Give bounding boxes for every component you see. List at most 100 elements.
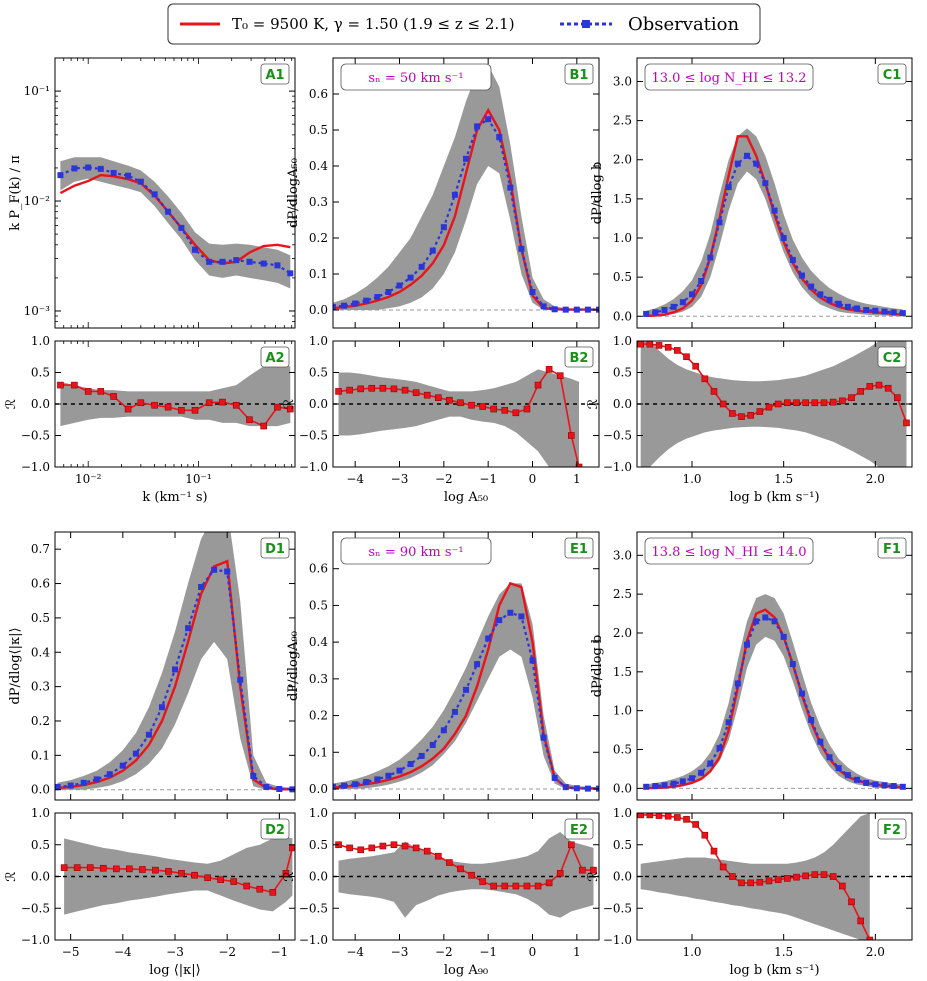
residual-point — [793, 873, 800, 881]
residual-point — [820, 871, 828, 878]
residual-point — [368, 384, 376, 392]
observation-point — [57, 172, 64, 179]
residual-point — [664, 343, 672, 351]
observation-point — [158, 704, 165, 711]
residual-point — [246, 416, 253, 424]
panel-tag: D1 — [260, 537, 290, 559]
x-tick-label: −2 — [435, 945, 453, 959]
residual-point — [523, 882, 531, 890]
residual-point — [556, 870, 564, 877]
panel-tag-box — [260, 63, 290, 85]
observation-point — [899, 310, 906, 317]
residual-point — [701, 831, 709, 839]
x-tick-label: −1 — [479, 472, 497, 486]
observation-point — [474, 661, 481, 668]
panel-tag-label: C2 — [883, 351, 902, 366]
y-tick-label: 0.1 — [309, 267, 328, 281]
observation-point — [698, 769, 705, 776]
panel-tag-box — [564, 818, 594, 840]
residual-point — [692, 821, 699, 828]
observation-point — [744, 641, 750, 648]
observation-point — [817, 291, 824, 298]
annotation-box — [340, 537, 492, 565]
y-tick-label: 0.4 — [309, 159, 328, 173]
residual-point — [164, 403, 172, 411]
panel-tag-box — [877, 818, 907, 840]
panel-tag-label: A1 — [265, 68, 284, 83]
observation-point — [274, 262, 281, 269]
residual-point — [534, 381, 542, 389]
observation-point — [584, 306, 591, 313]
residual-point — [811, 399, 819, 407]
residual-point — [579, 866, 586, 874]
observation-point — [551, 774, 558, 781]
residual-point — [269, 889, 277, 896]
residual-point — [674, 814, 681, 821]
observation-point — [789, 661, 796, 668]
y-tick-label: 0.2 — [309, 709, 328, 723]
panel-b1: 0.0 0.1 0.2 0.3 0.4 0.5 0.6 dP/dlogA₅₀ B1 sₙ = 50… — [286, 57, 600, 329]
observation-point — [643, 783, 650, 790]
y-tick-label: 0.5 — [31, 366, 50, 380]
panel-tag-box — [564, 346, 594, 368]
x-tick-label: 10⁻¹ — [185, 472, 211, 486]
panel-a1: 10⁻³ 10⁻² 10⁻¹ k P_F(k) / π A1 — [8, 57, 296, 329]
residual-point — [523, 405, 531, 413]
observation-point — [93, 776, 100, 783]
y-tick-label: 0.1 — [31, 748, 50, 762]
y-axis-label: dP/dlogA₉₀ — [286, 631, 301, 701]
y-tick-label: 0.0 — [613, 781, 632, 795]
plot-area — [333, 65, 599, 313]
observation-point — [97, 165, 104, 172]
y-tick-label: 0.5 — [309, 838, 328, 852]
x-tick-label: 1.5 — [774, 945, 793, 959]
residual-point — [178, 870, 185, 877]
y-tick-label: 1.0 — [31, 806, 50, 820]
residual-point — [412, 844, 420, 852]
panel-tag: F1 — [877, 537, 907, 559]
plot-area — [333, 366, 599, 467]
residual-point — [646, 341, 654, 348]
panel-tag-label: E1 — [570, 542, 588, 557]
observation-point — [780, 235, 787, 241]
observation-point — [496, 617, 503, 624]
observation-point — [670, 303, 677, 310]
y-tick-label: 0.0 — [309, 397, 328, 411]
y-tick-label: −0.5 — [603, 429, 632, 443]
y-axis-label: dP/dlog b — [590, 162, 605, 225]
observation-point — [260, 260, 267, 267]
y-tick-label: 0.4 — [31, 645, 50, 659]
observation-point — [854, 776, 860, 783]
residual-point — [490, 882, 498, 890]
residual-point — [756, 408, 764, 415]
observation-point — [584, 785, 591, 792]
observation-point — [440, 224, 447, 231]
y-tick-label: 0.0 — [309, 870, 328, 884]
residual-point — [655, 342, 663, 349]
y-axis-label: dP/dlog⟨|κ|⟩ — [8, 627, 23, 704]
observation-point — [407, 761, 414, 768]
observation-point — [573, 785, 580, 792]
x-tick-label: −1 — [479, 945, 497, 959]
residual-point — [501, 882, 509, 890]
annotation: 13.0 ≤ log N_HI ≤ 13.2 — [644, 63, 814, 91]
y-tick-label: 0.0 — [309, 303, 328, 317]
panel-tag: C2 — [877, 346, 907, 368]
x-axis-label: log ⟨|κ|⟩ — [149, 963, 200, 978]
observation-point — [562, 306, 569, 313]
residual-point — [84, 388, 92, 395]
annotation-text: 13.8 ≤ log N_HI ≤ 14.0 — [652, 545, 807, 560]
y-tick-label: 0.1 — [309, 745, 328, 759]
residual-point — [839, 397, 846, 405]
error-band — [333, 583, 599, 789]
observation-point — [771, 207, 778, 214]
plot-area — [637, 594, 912, 790]
annotation-text: sₙ = 50 km s⁻¹ — [368, 71, 463, 86]
y-tick-label: −1.0 — [299, 933, 328, 947]
model-line — [59, 173, 291, 265]
legend-obs-marker — [582, 20, 590, 28]
y-axis-label: ℛ — [586, 871, 601, 881]
y-tick-label: 0.5 — [31, 611, 50, 625]
panel-e2: −1.0 −0.5 0.0 0.5 1.0 −4 −3 −2 −1 0 1 log A₉₀ ℛ E2 — [282, 806, 600, 978]
observation-point — [670, 780, 677, 787]
